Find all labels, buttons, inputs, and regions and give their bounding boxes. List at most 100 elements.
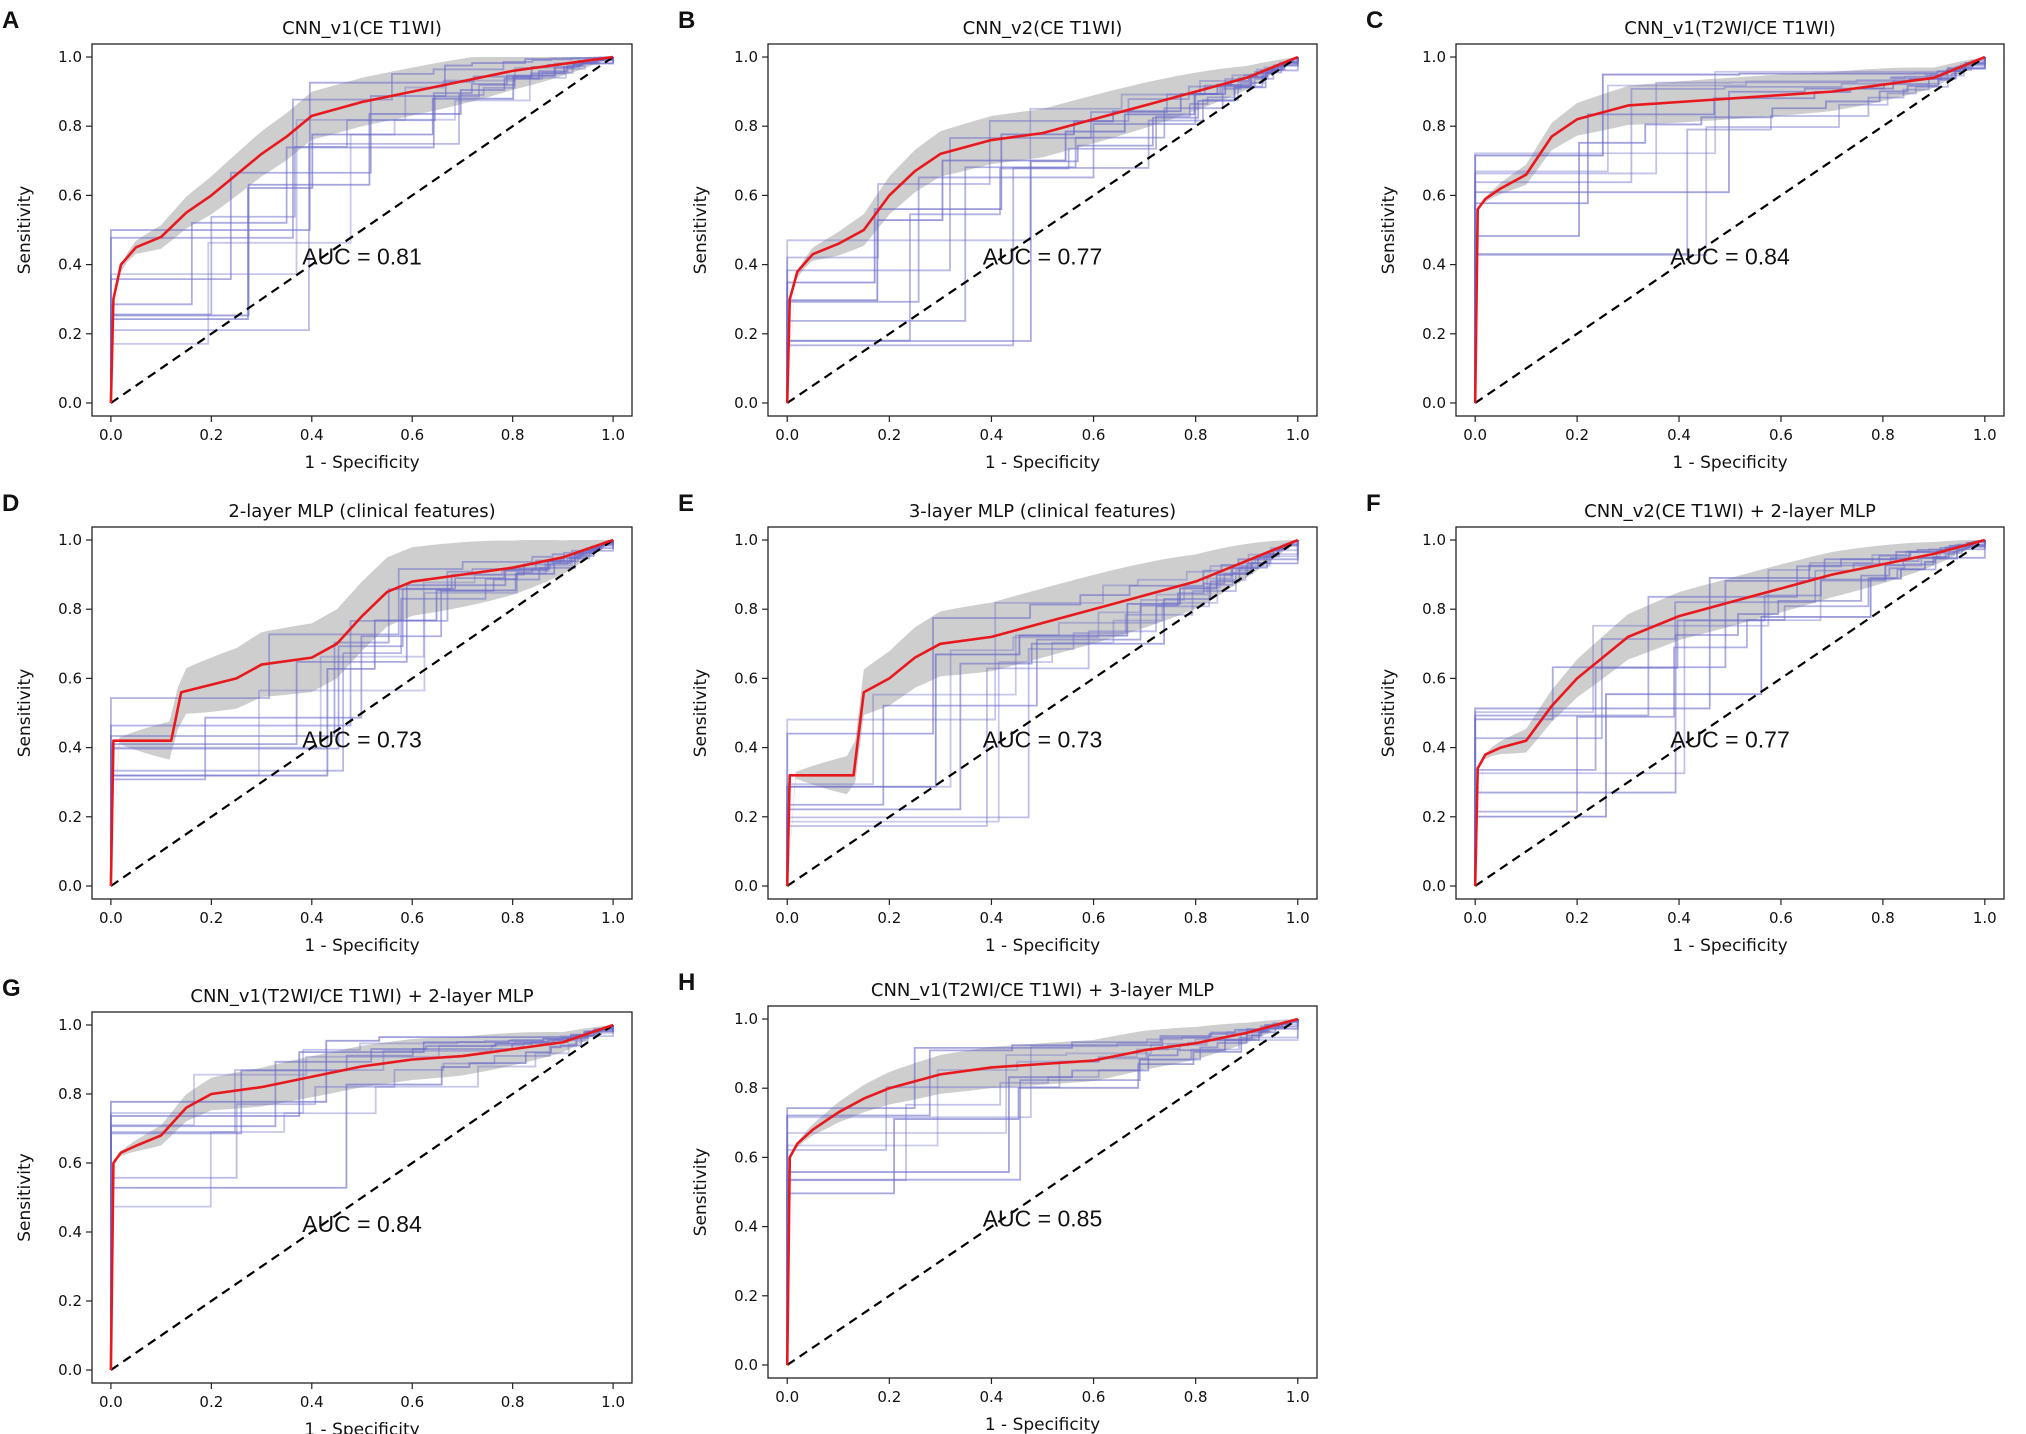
roc-panel-h: H CNN_v1(T2WI/CE T1WI) + 3-layer MLP 0.0 0.… xyxy=(678,969,1318,1434)
fold-roc-line xyxy=(786,57,1299,403)
fold-roc-line xyxy=(1474,57,1986,403)
y-tick-label: 0.6 xyxy=(734,1148,758,1166)
y-tick-label: 0.8 xyxy=(1422,600,1446,618)
x-tick-label: 0.6 xyxy=(400,909,424,927)
panel-label: C xyxy=(1366,7,1383,34)
y-tick-label: 0.2 xyxy=(58,325,82,343)
panel-title: CNN_v2(CE T1WI) + 2-layer MLP xyxy=(1584,501,1876,522)
y-tick-label: 0.6 xyxy=(1422,186,1446,204)
y-tick-label: 0.2 xyxy=(1422,808,1446,826)
auc-annotation: AUC = 0.84 xyxy=(1670,244,1790,270)
chance-diagonal xyxy=(110,539,614,887)
fold-roc-line xyxy=(110,57,614,403)
y-tick-label: 0.0 xyxy=(1422,877,1446,895)
fold-roc-line xyxy=(110,540,614,886)
x-tick-label: 0.0 xyxy=(775,909,799,927)
y-axis-label: Sensitivity xyxy=(691,1148,711,1237)
y-tick-label: 0.2 xyxy=(58,808,82,826)
y-tick-label: 1.0 xyxy=(1422,531,1446,549)
x-tick-label: 0.6 xyxy=(1769,426,1793,444)
auc-annotation: AUC = 0.85 xyxy=(983,1206,1103,1232)
y-tick-label: 0.0 xyxy=(734,394,758,412)
fold-roc-line xyxy=(110,1024,614,1371)
y-tick-label: 0.8 xyxy=(734,600,758,618)
fold-roc-line xyxy=(1474,540,1986,886)
auc-annotation: AUC = 0.73 xyxy=(983,727,1103,753)
fold-roc-line xyxy=(786,540,1299,886)
chance-diagonal xyxy=(786,539,1299,887)
x-tick-label: 0.8 xyxy=(501,426,525,444)
mean-roc-line xyxy=(109,538,614,887)
x-tick-label: 0.6 xyxy=(1082,1388,1106,1406)
fold-roc-line xyxy=(1474,540,1986,886)
x-tick-label: 0.4 xyxy=(1667,426,1691,444)
y-tick-label: 0.6 xyxy=(58,186,82,204)
x-tick-label: 0.8 xyxy=(1184,426,1208,444)
fold-roc-line xyxy=(786,57,1299,403)
roc-panel-d: D 2-layer MLP (clinical features) 0.0 0.2 0.… xyxy=(2,490,633,956)
auc-annotation: AUC = 0.73 xyxy=(302,727,422,753)
x-tick-label: 1.0 xyxy=(601,909,625,927)
x-tick-label: 0.0 xyxy=(99,909,123,927)
y-tick-label: 0.6 xyxy=(734,669,758,687)
x-tick-label: 0.4 xyxy=(300,1393,324,1411)
auc-annotation: AUC = 0.77 xyxy=(983,244,1103,270)
fold-roc-line xyxy=(786,57,1299,403)
x-tick-label: 0.4 xyxy=(980,909,1004,927)
x-axis-label: 1 - Specificity xyxy=(304,936,419,956)
mean-roc-line xyxy=(1473,538,1986,887)
roc-panel-e: E 3-layer MLP (clinical features) 0.0 0.2 0.… xyxy=(678,490,1318,956)
chance-diagonal xyxy=(110,1024,614,1371)
fold-roc-line xyxy=(1474,540,1986,886)
panel-label: F xyxy=(1366,490,1381,517)
panel-label: E xyxy=(678,490,694,517)
x-tick-label: 0.0 xyxy=(775,1388,799,1406)
y-tick-label: 0.2 xyxy=(58,1292,82,1310)
x-tick-label: 0.2 xyxy=(1565,909,1589,927)
x-tick-label: 0.2 xyxy=(199,426,223,444)
x-tick-label: 0.0 xyxy=(1463,909,1487,927)
x-tick-label: 0.0 xyxy=(99,1393,123,1411)
y-tick-label: 0.4 xyxy=(734,1218,758,1236)
y-tick-label: 0.4 xyxy=(58,739,82,757)
y-axis-label: Sensitivity xyxy=(691,186,711,275)
x-tick-label: 0.6 xyxy=(1082,909,1106,927)
x-tick-label: 0.6 xyxy=(400,1393,424,1411)
panel-title: 2-layer MLP (clinical features) xyxy=(228,501,495,522)
x-tick-label: 0.8 xyxy=(1871,426,1895,444)
panel-label: A xyxy=(2,7,19,34)
mean-roc-line xyxy=(785,1017,1299,1365)
x-tick-label: 0.8 xyxy=(1184,909,1208,927)
y-tick-label: 0.8 xyxy=(58,1085,82,1103)
roc-panel-g: G CNN_v1(T2WI/CE T1WI) + 2-layer MLP 0.0 0.… xyxy=(2,975,633,1434)
fold-roc-line xyxy=(110,1024,614,1371)
x-axis-label: 1 - Specificity xyxy=(1672,453,1787,473)
x-tick-label: 0.0 xyxy=(99,426,123,444)
y-tick-label: 0.6 xyxy=(58,1154,82,1172)
y-axis-label: Sensitivity xyxy=(1379,186,1399,275)
y-tick-label: 0.8 xyxy=(734,117,758,135)
roc-panel-c: C CNN_v1(T2WI/CE T1WI) 0.0 0.2 0.4 0.6 0.8 1.0 0… xyxy=(1366,7,2005,473)
y-tick-label: 0.8 xyxy=(1422,117,1446,135)
x-tick-label: 0.8 xyxy=(1184,1388,1208,1406)
x-axis-label: 1 - Specificity xyxy=(985,453,1100,473)
x-tick-label: 0.6 xyxy=(1769,909,1793,927)
mean-roc-line xyxy=(785,538,1299,887)
x-axis-label: 1 - Specificity xyxy=(304,1420,419,1434)
y-tick-label: 1.0 xyxy=(734,1010,758,1028)
y-tick-label: 0.0 xyxy=(1422,394,1446,412)
y-tick-label: 0.2 xyxy=(734,325,758,343)
roc-panel-a: A CNN_v1(CE T1WI) 0.0 0.2 0.4 0.6 0.8 1.0 0.0 0.2… xyxy=(2,7,633,473)
y-tick-label: 0.4 xyxy=(734,256,758,274)
x-tick-label: 1.0 xyxy=(1973,909,1997,927)
y-tick-label: 0.4 xyxy=(734,739,758,757)
x-tick-label: 0.4 xyxy=(980,426,1004,444)
y-tick-label: 0.8 xyxy=(734,1079,758,1097)
fold-roc-line xyxy=(110,1024,614,1371)
panel-title: CNN_v1(T2WI/CE T1WI) + 3-layer MLP xyxy=(871,980,1214,1001)
y-tick-label: 0.0 xyxy=(58,1361,82,1379)
fold-roc-line xyxy=(1474,540,1986,886)
x-tick-label: 0.8 xyxy=(1871,909,1895,927)
x-axis-label: 1 - Specificity xyxy=(1672,936,1787,956)
